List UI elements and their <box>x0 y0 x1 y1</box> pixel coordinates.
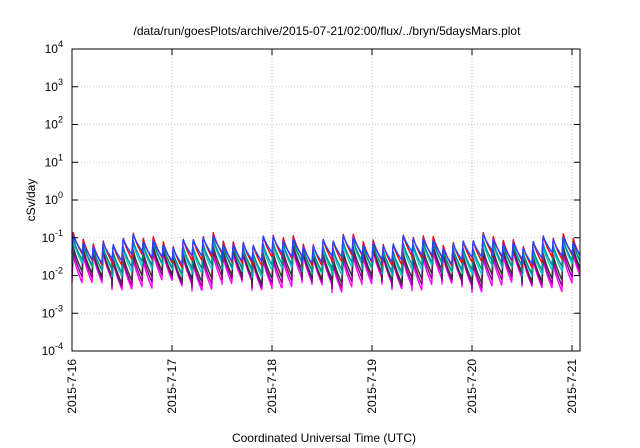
x-tick-label: 2015-7-21 <box>565 359 579 414</box>
tick-marks <box>71 48 580 352</box>
y-tick-label: 10-1 <box>42 228 63 245</box>
chart-title: /data/run/goesPlots/archive/2015-07-21/0… <box>134 24 522 38</box>
y-tick-label: 100 <box>45 190 63 207</box>
y-tick-label: 104 <box>45 39 63 56</box>
x-tick-label: 2015-7-20 <box>465 359 479 414</box>
y-tick-label: 10-2 <box>42 266 63 283</box>
series-line <box>71 233 581 266</box>
y-axis-label: cSv/day <box>24 179 38 222</box>
x-tick-label: 2015-7-18 <box>265 359 279 414</box>
x-tick-labels: 2015-7-16 2015-7-17 2015-7-18 2015-7-19 2015… <box>65 359 579 414</box>
y-tick-label: 103 <box>45 77 63 94</box>
x-axis-label: Coordinated Universal Time (UTC) <box>232 431 416 445</box>
y-tick-label: 101 <box>45 152 63 169</box>
plot-frame <box>71 48 581 352</box>
series-line <box>71 237 581 275</box>
y-tick-labels: 10-4 10-3 10-2 10-1 100 101 102 103 104 <box>42 39 63 358</box>
series-line <box>71 246 581 290</box>
series-layer <box>71 231 581 294</box>
y-tick-label: 102 <box>45 115 63 132</box>
x-tick-label: 2015-7-17 <box>165 359 179 414</box>
y-tick-label: 10-3 <box>42 303 63 320</box>
y-tick-label: 10-4 <box>42 341 63 358</box>
series-line <box>71 243 581 286</box>
grid <box>72 49 580 351</box>
x-tick-label: 2015-7-19 <box>365 359 379 414</box>
x-tick-label: 2015-7-16 <box>65 359 79 414</box>
